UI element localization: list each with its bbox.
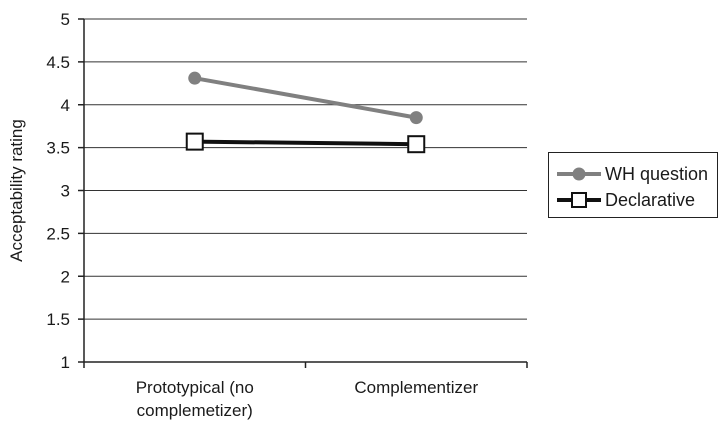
x-tick-labels: Prototypical (no complemetizer) Complement… <box>83 362 528 420</box>
y-tick-label: 3.5 <box>46 139 70 158</box>
legend-swatch-wh-question <box>557 167 601 181</box>
y-tick-label: 2.5 <box>46 224 70 243</box>
y-axis-label: Acceptability rating <box>7 119 26 262</box>
series-line-wh-question <box>194 76 417 120</box>
gridlines <box>78 18 527 363</box>
data-point-wh-question <box>188 71 202 85</box>
legend-item-wh-question: WH question <box>555 163 708 185</box>
y-tick-label: 4 <box>61 96 70 115</box>
y-tick-label: 5 <box>61 10 70 29</box>
y-tick-label: 1 <box>61 353 70 372</box>
y-tick-labels: 1 1.5 2 2.5 3 3.5 4 4.5 5 <box>46 10 70 372</box>
series-line-declarative <box>194 139 417 147</box>
data-point-wh-question <box>409 111 423 125</box>
legend-item-declarative: Declarative <box>555 189 695 211</box>
x-tick-label: Prototypical (no complemetizer) <box>136 378 254 420</box>
y-tick-label: 4.5 <box>46 53 70 72</box>
y-tick-label: 3 <box>61 182 70 201</box>
y-tick-label: 1.5 <box>46 310 70 329</box>
y-tick-label: 2 <box>61 267 70 286</box>
x-tick-label: Complementizer <box>354 378 478 397</box>
data-point-declarative <box>185 132 204 151</box>
legend-label-wh-question: WH question <box>605 163 709 184</box>
legend: WH question Declarative <box>548 152 718 218</box>
legend-swatch-declarative <box>557 192 601 208</box>
legend-label-declarative: Declarative <box>605 189 696 210</box>
data-point-declarative <box>407 135 426 154</box>
series <box>185 71 426 154</box>
